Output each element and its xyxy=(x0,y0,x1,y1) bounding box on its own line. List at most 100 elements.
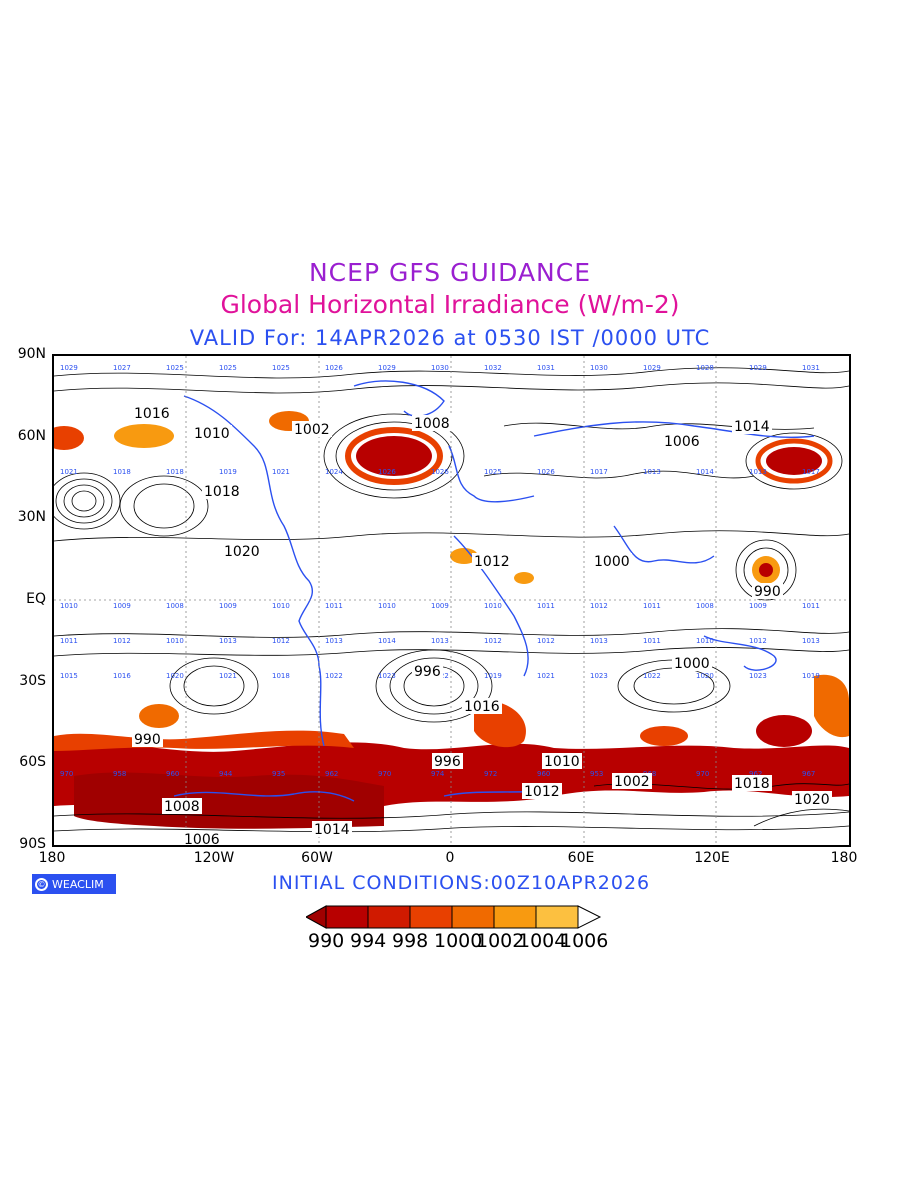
isobar-value: 1023 xyxy=(378,672,396,680)
atlantic-low-ring xyxy=(345,427,443,485)
lon-label-60w: 60W xyxy=(301,850,333,866)
pressure-label-box xyxy=(732,775,772,791)
pressure-label-box xyxy=(752,583,783,599)
isobar-value: 970 xyxy=(60,770,73,778)
isobar-value: 1012 xyxy=(113,637,131,645)
colorbar-segment xyxy=(493,905,537,929)
pressure-label: 1000 xyxy=(594,554,630,570)
pressure-label-box xyxy=(432,753,463,769)
isobar-value: 1013 xyxy=(749,468,767,476)
isobar-value: 1023 xyxy=(749,672,767,680)
pressure-label-box xyxy=(672,655,712,671)
isobar-value: 1012 xyxy=(537,637,555,645)
map-title: NCEP GFS GUIDANCE xyxy=(308,258,591,287)
isobar-value: 1021 xyxy=(272,468,290,476)
isobar-value: 1018 xyxy=(166,468,184,476)
west-low xyxy=(54,426,84,450)
colorbar-label: 1000 xyxy=(434,930,483,952)
isobar-value: 1026 xyxy=(431,468,449,476)
colorbar-arrow-left xyxy=(306,905,327,929)
isobar-value: 1031 xyxy=(537,364,555,372)
valid-time: VALID For: 14APR2026 at 0530 IST /0000 U… xyxy=(189,326,711,350)
isobar-value: 1013 xyxy=(643,468,661,476)
lat-label-90s: 90S xyxy=(19,836,46,852)
pressure-label: 1010 xyxy=(194,426,230,442)
isobar-value: 1019 xyxy=(484,672,502,680)
isobar-value: 958 xyxy=(113,770,126,778)
isobar-value: 1030 xyxy=(590,364,608,372)
isobar-value: 1008 xyxy=(166,602,184,610)
lon-label-120e: 120E xyxy=(694,850,730,866)
isobar-value: 1029 xyxy=(60,364,78,372)
pressure-label: 996 xyxy=(414,664,441,680)
isobar-value: 1021 xyxy=(219,672,237,680)
isobar-value: 960 xyxy=(537,770,550,778)
pressure-label: 1002 xyxy=(294,422,330,438)
pressure-label-box xyxy=(542,753,582,769)
isobar-value: 970 xyxy=(378,770,391,778)
pressure-label: 1012 xyxy=(524,784,560,800)
pressure-label: 990 xyxy=(134,732,161,748)
isobar-value: 1022 xyxy=(643,672,661,680)
colorbar-segment xyxy=(451,905,495,929)
pressure-label-box xyxy=(612,773,652,789)
pressure-label: 1016 xyxy=(464,699,500,715)
pacific-low-ring xyxy=(755,438,833,484)
pressure-label-box xyxy=(192,425,232,441)
logo-text: WEACLIM xyxy=(52,877,104,891)
isobar-value: 1029 xyxy=(749,364,767,372)
isobar-value: 1028 xyxy=(696,364,714,372)
isobar-value: 1013 xyxy=(590,637,608,645)
lon-label-180e: 180 xyxy=(830,850,858,866)
indian-ocean-low xyxy=(640,726,688,746)
atlantic-low xyxy=(356,436,432,476)
colorbar-segment xyxy=(535,905,579,929)
isobar-value: 1020 xyxy=(166,672,184,680)
colorbar-label: 990 xyxy=(308,930,345,952)
pressure-label: 1016 xyxy=(134,406,170,422)
pressure-label-box xyxy=(182,831,222,845)
isobar-value: 1011 xyxy=(643,602,661,610)
isobar-value: 1013 xyxy=(219,637,237,645)
isobar-value: 1025 xyxy=(484,468,502,476)
pressure-label-box xyxy=(592,553,632,569)
pressure-label-box xyxy=(292,421,332,437)
isobar-value: 1019 xyxy=(802,672,820,680)
pressure-label-box xyxy=(472,553,512,569)
nz-low xyxy=(756,715,812,747)
pressure-label: 1006 xyxy=(664,434,700,450)
lon-label-120w: 120W xyxy=(193,850,235,866)
isobar-value: 1025 xyxy=(219,364,237,372)
isobar-value: 1012 xyxy=(590,602,608,610)
isobar-value: 974 xyxy=(431,770,445,778)
isobar-value: 1011 xyxy=(60,637,78,645)
pressure-label-box xyxy=(202,483,242,499)
isobar-value: 1012 xyxy=(484,637,502,645)
isobar-value: 970 xyxy=(696,770,709,778)
isobar-value: 1012 xyxy=(272,637,290,645)
pressure-label: 1006 xyxy=(184,832,220,845)
pressure-label: 996 xyxy=(434,754,461,770)
weaclim-logo: © WEACLIM xyxy=(32,874,116,894)
isobar-value: 1025 xyxy=(272,364,290,372)
isobar-value: 1021 xyxy=(537,672,555,680)
isobar-value: 1029 xyxy=(378,364,396,372)
initial-conditions: INITIAL CONDITIONS:00Z10APR2026 xyxy=(272,872,651,894)
isobar-value: 1012 xyxy=(749,637,767,645)
isobar-value: 1010 xyxy=(166,637,184,645)
isobar-value: 953 xyxy=(590,770,603,778)
isobar-value: 960 xyxy=(166,770,179,778)
isobar-value: 1026 xyxy=(537,468,555,476)
isobar-value: 1010 xyxy=(484,602,502,610)
isobar-value: 1024 xyxy=(325,468,343,476)
isobar-value: 1026 xyxy=(325,364,343,372)
isobar-value: 1022 xyxy=(325,672,343,680)
isobar-value: 1018 xyxy=(113,468,131,476)
arabia-low xyxy=(514,572,534,584)
isobar-value: 1018 xyxy=(272,672,290,680)
isobar-value: 972 xyxy=(484,770,497,778)
pressure-label-box xyxy=(132,731,163,747)
pressure-labels: 1016 1010 1002 1008 1006 1014 1018 1020 1012 1000… xyxy=(132,405,832,845)
map-panel: 1029 1027 1025 1025 1025 1026 1029 1030 1032 1031… xyxy=(52,354,851,847)
isobar-value: 1029 xyxy=(643,364,661,372)
